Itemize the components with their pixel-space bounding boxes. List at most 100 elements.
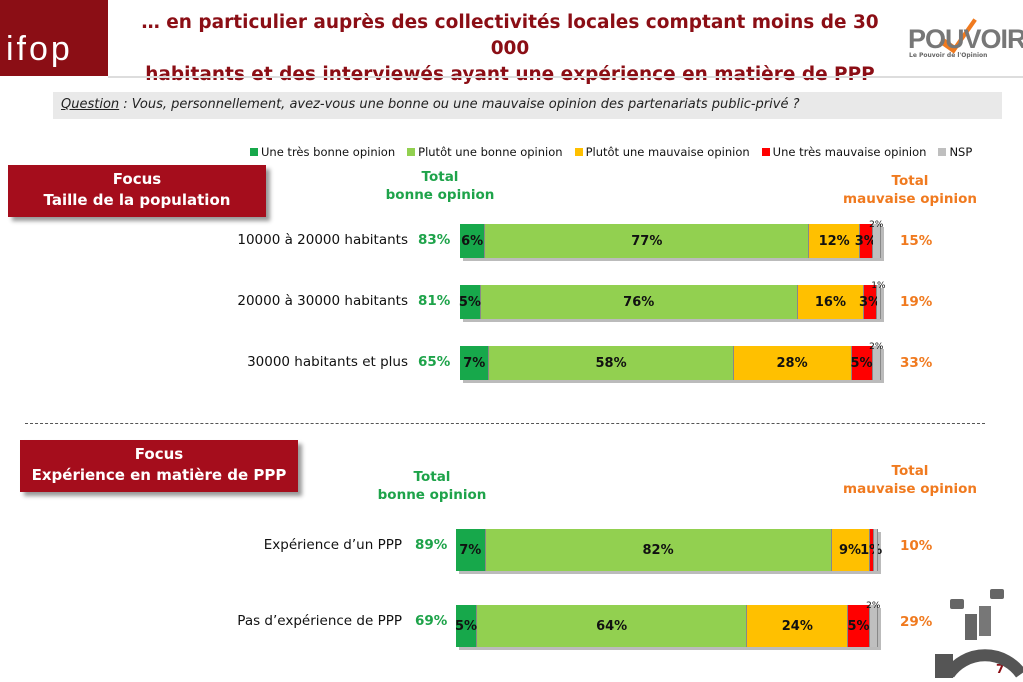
- segment-label: 77%: [631, 233, 663, 249]
- legend-label: Plutôt une mauvaise opinion: [585, 145, 750, 159]
- bar-segment: 2%: [866, 601, 880, 647]
- bar-segment: 2%: [869, 342, 883, 380]
- legend: Une très bonne opinion Plutôt une bonne o…: [250, 145, 972, 159]
- total-good-value: 83%: [418, 232, 451, 248]
- focus-box: Focus Expérience en matière de PPP: [20, 440, 298, 492]
- total-good-header: Total bonne opinion: [377, 469, 487, 503]
- bar-segment: 12%: [809, 224, 860, 258]
- bar-segment: 3%: [859, 285, 881, 319]
- ifop-logo: ifop: [0, 0, 108, 76]
- legend-swatch: [250, 148, 258, 156]
- bar-segment: 82%: [485, 529, 832, 571]
- total-bad-value: 33%: [900, 355, 933, 371]
- total-good-value: 81%: [418, 293, 451, 309]
- bar-segment: 2%: [869, 220, 883, 258]
- bar-segment: 76%: [480, 285, 798, 319]
- total-good-value: 69%: [415, 613, 448, 629]
- bar-segment: 7%: [460, 346, 490, 380]
- segment-label: 5%: [455, 618, 478, 634]
- bar-segment: 77%: [485, 224, 810, 258]
- legend-label: Une très bonne opinion: [261, 145, 396, 159]
- legend-swatch: [407, 148, 416, 156]
- bar-segment: 58%: [489, 346, 734, 380]
- total-bad-header: Total mauvaise opinion: [843, 173, 977, 207]
- row-label: Expérience d’un PPP: [263, 537, 402, 553]
- stacked-bar: 5% 64% 24% 5% 2%: [455, 601, 880, 647]
- segment-label: 82%: [642, 542, 674, 558]
- bar-segment: 3%: [855, 224, 877, 258]
- bar-segment: 28%: [733, 346, 852, 380]
- pouvoir-tagline: Le Pouvoir de l'Opinion: [909, 52, 988, 59]
- legend-item: Une très mauvaise opinion: [761, 145, 927, 159]
- bar-segment: 5%: [847, 605, 870, 647]
- row-label: Pas d’expérience de PPP: [237, 613, 402, 629]
- segment-label: 3%: [854, 233, 877, 249]
- segment-label: 5%: [847, 618, 870, 634]
- stacked-bar: 7% 82% 9% 1%: [456, 529, 882, 571]
- segment-label: 6%: [461, 233, 484, 249]
- title-line-2: habitants et des interviewés ayant une e…: [145, 64, 875, 85]
- bar-segment: 5%: [455, 605, 478, 647]
- focus-box: Focus Taille de la population: [8, 165, 266, 217]
- segment-label: 1%: [871, 281, 886, 291]
- legend-swatch: [938, 148, 947, 156]
- segment-label: 2%: [866, 601, 881, 611]
- total-good-header: Total bonne opinion: [385, 169, 495, 203]
- bar-segment: 5%: [458, 285, 481, 319]
- segment-label: 5%: [850, 355, 873, 371]
- total-bad-value: 29%: [900, 614, 933, 630]
- total-bad-value: 15%: [900, 233, 933, 249]
- segment-label: 58%: [595, 355, 627, 371]
- legend-label: Une très mauvaise opinion: [772, 145, 927, 159]
- legend-item: Une très bonne opinion: [250, 145, 395, 159]
- question-box: Question : Vous, personnellement, avez-v…: [53, 92, 1002, 119]
- section-divider: [25, 423, 985, 424]
- total-bad-value: 10%: [900, 538, 933, 554]
- segment-label: 2%: [869, 220, 884, 230]
- bar-segment: 64%: [477, 605, 748, 647]
- row-label: 10000 à 20000 habitants: [237, 232, 408, 248]
- bar-segment: 1%: [871, 281, 886, 319]
- bar-segment: 16%: [797, 285, 865, 319]
- segment-label: 12%: [818, 233, 850, 249]
- focus-title: Focus: [112, 170, 162, 188]
- legend-swatch: [761, 148, 770, 156]
- segment-label: 16%: [814, 294, 847, 310]
- segment-label: 7%: [463, 355, 486, 371]
- row-label: 30000 habitants et plus: [247, 354, 408, 370]
- pouvoir-logo-text: POUVOIR: [908, 24, 1023, 54]
- total-good-value: 89%: [415, 537, 448, 553]
- segment-label: 9%: [839, 542, 862, 558]
- segment-label: 28%: [776, 355, 808, 371]
- segment-label: 1%: [860, 542, 883, 558]
- title-line-1: … en particulier auprès des collectivité…: [141, 12, 879, 59]
- legend-label: Plutôt une bonne opinion: [418, 145, 563, 159]
- question-text: : Vous, personnellement, avez-vous une b…: [119, 97, 800, 112]
- stacked-bar: 5% 76% 16% 3% 1%: [458, 281, 886, 319]
- legend-item: Plutôt une bonne opinion: [407, 145, 563, 159]
- segment-label: 3%: [859, 294, 882, 310]
- stacked-bar: 7% 58% 28% 5% 2%: [460, 342, 883, 380]
- segment-label: 5%: [458, 294, 481, 310]
- segment-label: 7%: [459, 542, 482, 558]
- bar-segment: 9%: [831, 529, 870, 571]
- total-bad-value: 19%: [900, 294, 933, 310]
- segment-label: 24%: [781, 618, 813, 634]
- focus-subtitle: Expérience en matière de PPP: [31, 466, 287, 484]
- header-divider: [108, 76, 1023, 78]
- stacked-bar: 6% 77% 12% 3% 2%: [460, 220, 883, 258]
- page-number: 7: [996, 662, 1005, 676]
- total-bad-header: Total mauvaise opinion: [843, 463, 977, 497]
- segment-label: 76%: [623, 294, 655, 310]
- segment-label: 2%: [869, 342, 884, 352]
- legend-swatch: [574, 148, 583, 156]
- bar-segment: 6%: [460, 224, 486, 258]
- page-title: … en particulier auprès des collectivité…: [120, 10, 900, 88]
- total-good-value: 65%: [418, 354, 451, 370]
- city-graphic-icon: [935, 589, 1023, 678]
- question-label: Question: [61, 97, 120, 112]
- bar-segment: 5%: [850, 346, 873, 380]
- bar-segment: 24%: [747, 605, 849, 647]
- legend-item: Plutôt une mauvaise opinion: [574, 145, 750, 159]
- legend-label: NSP: [949, 145, 973, 159]
